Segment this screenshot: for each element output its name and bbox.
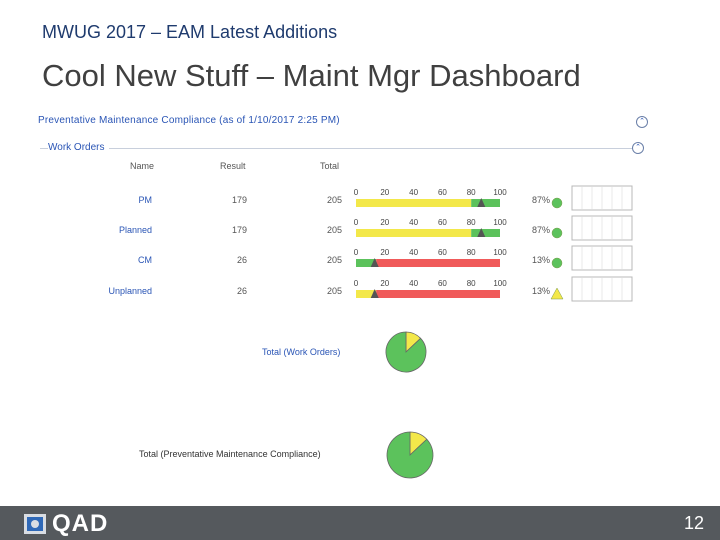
section-title: Work Orders	[48, 142, 109, 153]
gauge-tick-label: 20	[380, 218, 389, 227]
slide-title: Cool New Stuff – Maint Mgr Dashboard	[42, 58, 581, 93]
row-total: 205	[326, 286, 342, 296]
column-header-total: Total	[320, 161, 340, 171]
ok-status-icon	[551, 197, 563, 209]
gauge-tick-label: 60	[438, 188, 447, 197]
slide-subtitle: MWUG 2017 – EAM Latest Additions	[42, 22, 338, 42]
row-percent: 87%	[531, 195, 550, 205]
row-percent: 13%	[531, 286, 550, 296]
dashboard: Preventative Maintenance Compliance (as …	[38, 115, 648, 479]
row-name-link[interactable]: Planned	[118, 225, 152, 235]
column-header-name: Name	[130, 161, 155, 171]
gauge-tick-label: 100	[493, 188, 507, 197]
qad-logo-icon	[24, 514, 46, 534]
row-total: 205	[326, 255, 342, 265]
row-percent: 13%	[531, 255, 550, 265]
row-total: 205	[326, 195, 342, 205]
gauge-band	[356, 259, 377, 267]
gauge-tick-label: 100	[493, 248, 507, 257]
gauge-tick-label: 40	[409, 188, 418, 197]
qad-logo-text: QAD	[52, 510, 109, 537]
gauge-tick-label: 40	[409, 248, 418, 257]
ok-status-icon	[551, 257, 563, 269]
section-divider	[40, 148, 640, 149]
pie-title-work-orders[interactable]: Total (Work Orders)	[262, 347, 341, 357]
gauge-tick-label: 40	[409, 218, 418, 227]
row-result: 179	[231, 195, 247, 205]
gauge-tick-label: 60	[438, 218, 447, 227]
pie-slice[interactable]	[386, 431, 434, 479]
collapse-panel-icon[interactable]: ⌃	[636, 116, 648, 128]
gauge-tick-label: 0	[354, 248, 359, 257]
row-result: 26	[236, 286, 247, 296]
gauge-tick-label: 0	[354, 218, 359, 227]
row-name-link[interactable]: PM	[138, 195, 153, 205]
row-result: 179	[231, 225, 247, 235]
gauge-tick-label: 60	[438, 279, 447, 288]
gauge-marker	[370, 258, 379, 267]
gauge-tick-label: 100	[493, 218, 507, 227]
row-result: 26	[236, 255, 247, 265]
gauge-tick-label: 80	[467, 188, 476, 197]
gauge-tick-label: 20	[380, 279, 389, 288]
slide-footer	[0, 506, 720, 540]
gauge-tick-label: 60	[438, 248, 447, 257]
gauge-tick-label: 80	[467, 279, 476, 288]
charts-layer: 0 20 40 60 80 100 0 20 40 60 80 100 0 20 40 60 80 100 0 20 4…	[354, 185, 633, 479]
collapse-section-icon[interactable]: ⌃	[632, 142, 644, 154]
gauge-band	[376, 259, 500, 267]
gauge-marker	[370, 289, 379, 298]
gauge-tick-label: 20	[380, 248, 389, 257]
panel-title: Preventative Maintenance Compliance (as …	[38, 115, 340, 126]
gauge-band	[356, 229, 472, 237]
row-name-link[interactable]: CM	[138, 255, 152, 265]
gauge-tick-label: 100	[493, 279, 507, 288]
gauge-tick-label: 0	[354, 188, 359, 197]
gauge-band	[356, 199, 472, 207]
gauge-band	[356, 290, 377, 298]
gauge-tick-label: 20	[380, 188, 389, 197]
gauge-tick-label: 40	[409, 279, 418, 288]
column-header-result: Result	[220, 161, 246, 171]
gauge-tick-label: 80	[467, 248, 476, 257]
gauge-band	[471, 229, 500, 237]
pie-title-pm-compliance: Total (Preventative Maintenance Complian…	[139, 449, 321, 459]
gauge-marker	[477, 198, 486, 207]
gauge-marker	[477, 228, 486, 237]
ok-status-icon	[551, 227, 563, 239]
pie-slice[interactable]	[385, 331, 427, 373]
row-percent: 87%	[531, 225, 550, 235]
gauge-band	[376, 290, 500, 298]
row-total: 205	[326, 225, 342, 235]
row-name-link[interactable]: Unplanned	[108, 286, 152, 296]
gauge-band	[471, 199, 500, 207]
gauge-tick-label: 80	[467, 218, 476, 227]
gauge-tick-label: 0	[354, 279, 359, 288]
warning-status-icon	[550, 287, 564, 300]
page-number: 12	[683, 513, 704, 533]
